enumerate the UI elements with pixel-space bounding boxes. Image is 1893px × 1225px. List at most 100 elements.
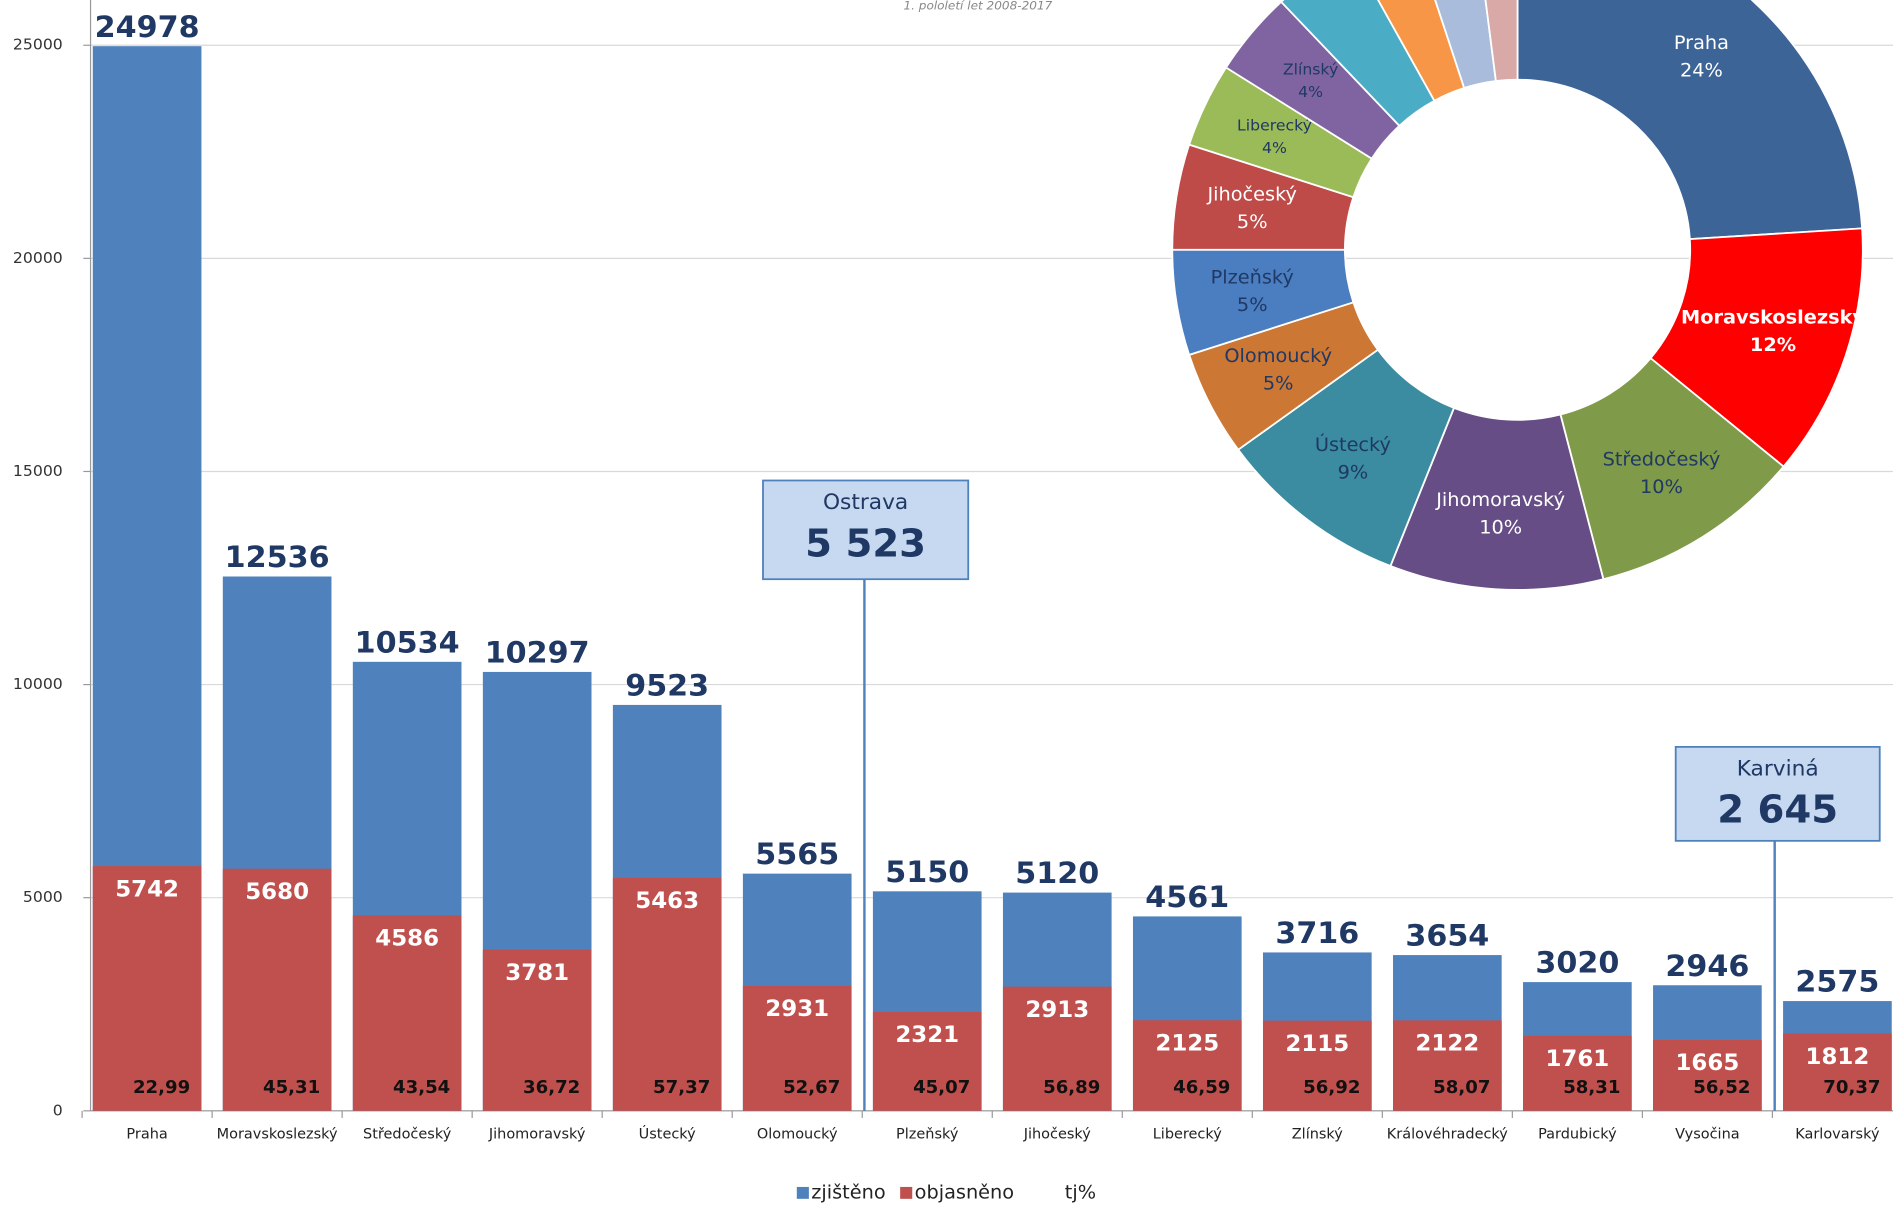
bar-value-label: 1761 <box>1545 1046 1609 1072</box>
bar-value-label: 3781 <box>505 960 569 986</box>
percent-label: 36,72 <box>523 1077 580 1098</box>
slice-percent: 5% <box>1237 293 1268 316</box>
callout-value: 5 523 <box>805 522 926 567</box>
bar-value-label: 2913 <box>1025 997 1089 1023</box>
percent-label: 70,37 <box>1823 1077 1880 1098</box>
percent-label: 56,52 <box>1693 1077 1750 1098</box>
callout-box <box>1674 746 1881 842</box>
percent-label: 56,92 <box>1303 1077 1360 1098</box>
slice-percent: 10% <box>1479 516 1522 539</box>
donut-slice <box>1516 0 1864 241</box>
y-tick-label: 25000 <box>13 36 63 54</box>
bar <box>612 877 722 1111</box>
bar-value-label: 10297 <box>485 636 590 671</box>
percent-label: 46,59 <box>1173 1077 1230 1098</box>
bar-value-label: 2321 <box>895 1022 959 1048</box>
chart-subtitle: 1. pololetí let 2008-2017 <box>903 0 1052 12</box>
legend-label: objasněno <box>915 1180 1014 1203</box>
legend-label: zjištěno <box>811 1180 885 1203</box>
bar-value-label: 5565 <box>755 837 839 872</box>
bar-value-label: 1665 <box>1675 1050 1739 1076</box>
bar <box>222 868 332 1111</box>
x-tick-label: Plzeňský <box>896 1127 959 1143</box>
slice-name: Olomoucký <box>1224 344 1332 367</box>
slice-percent: 5% <box>1237 210 1268 233</box>
x-tick-label: Jihočeský <box>1023 1127 1092 1143</box>
donut-slice <box>1484 0 1519 83</box>
bar-value-label: 24978 <box>95 10 200 45</box>
bar <box>1393 1020 1502 1111</box>
y-tick-label: 0 <box>53 1101 63 1119</box>
percent-label: 45,07 <box>913 1077 970 1098</box>
percent-label: 43,54 <box>393 1077 450 1098</box>
slice-name: Liberecký <box>1237 117 1312 135</box>
slice-name: Středočeský <box>1603 447 1721 470</box>
bar-value-label: 12536 <box>225 540 330 575</box>
percent-label: 52,67 <box>783 1077 840 1098</box>
slice-percent: 10% <box>1640 475 1683 498</box>
bar-value-label: 5463 <box>635 888 699 914</box>
bar-value-label: 2115 <box>1285 1031 1349 1057</box>
x-tick-label: Zlínský <box>1292 1127 1344 1143</box>
bar-value-label: 2122 <box>1415 1031 1479 1057</box>
slice-percent: 12% <box>1750 333 1796 356</box>
x-tick-label: Praha <box>126 1127 167 1143</box>
slice-percent: 5% <box>1263 372 1294 395</box>
bar <box>872 1011 982 1111</box>
y-tick-label: 10000 <box>13 675 63 693</box>
bar-value-label: 5680 <box>245 879 309 905</box>
slice-name: Zlínský <box>1283 61 1338 79</box>
legend-swatch <box>796 1186 809 1199</box>
percent-label: 22,99 <box>133 1077 190 1098</box>
bar-value-label: 3020 <box>1535 946 1619 981</box>
bar <box>1132 1020 1242 1111</box>
bar-value-label: 9523 <box>625 669 709 704</box>
x-tick-label: Liberecký <box>1153 1127 1223 1143</box>
percent-label: 56,89 <box>1043 1077 1100 1098</box>
percent-label: 45,31 <box>263 1077 320 1098</box>
bar <box>1002 986 1112 1111</box>
bar <box>1262 1020 1372 1111</box>
bar-value-label: 5150 <box>885 855 969 890</box>
x-tick-label: Karlovarský <box>1795 1127 1880 1143</box>
y-tick-label: 20000 <box>13 249 63 267</box>
slice-name: Praha <box>1674 31 1729 54</box>
slice-percent: 4% <box>1298 83 1323 101</box>
callout-value: 2 645 <box>1717 788 1838 833</box>
x-tick-label: Moravskoslezský <box>217 1127 338 1143</box>
bar-value-label: 5120 <box>1015 856 1099 891</box>
callout-box <box>762 479 970 581</box>
bar-value-label: 2946 <box>1665 949 1749 984</box>
donut-slice <box>1649 227 1864 468</box>
callout-title: Ostrava <box>823 490 908 515</box>
x-tick-label: Jihomoravský <box>488 1127 586 1143</box>
bar <box>92 866 202 1111</box>
bar-value-label: 4561 <box>1145 880 1229 915</box>
slice-name: Plzeňský <box>1211 265 1294 288</box>
slice-percent: 9% <box>1338 461 1369 484</box>
x-tick-label: Olomoucký <box>757 1127 838 1143</box>
slice-percent: 24% <box>1680 59 1723 82</box>
bar <box>352 915 462 1111</box>
percent-label: 57,37 <box>653 1077 710 1098</box>
slice-name: Jihomoravský <box>1435 488 1565 511</box>
bar-value-label: 5742 <box>115 876 179 902</box>
slice-percent: 4% <box>1262 139 1287 157</box>
slice-name: Ústecký <box>1315 432 1391 456</box>
x-tick-label: Středočeský <box>363 1127 452 1143</box>
x-tick-label: Pardubický <box>1538 1127 1617 1143</box>
y-tick-label: 5000 <box>23 888 63 906</box>
legend-swatch <box>900 1186 913 1199</box>
donut-slice <box>1279 0 1436 128</box>
x-tick-label: Královéhradecký <box>1387 1127 1509 1143</box>
bar-value-label: 2575 <box>1795 965 1879 1000</box>
bar-value-label: 3716 <box>1275 916 1359 951</box>
x-tick-label: Ústecký <box>639 1125 697 1143</box>
callout-title: Karviná <box>1737 757 1819 782</box>
y-tick-label: 15000 <box>13 462 63 480</box>
bar <box>1653 1039 1762 1111</box>
bar-value-label: 1812 <box>1806 1044 1870 1070</box>
bar-value-label: 4586 <box>375 926 439 952</box>
